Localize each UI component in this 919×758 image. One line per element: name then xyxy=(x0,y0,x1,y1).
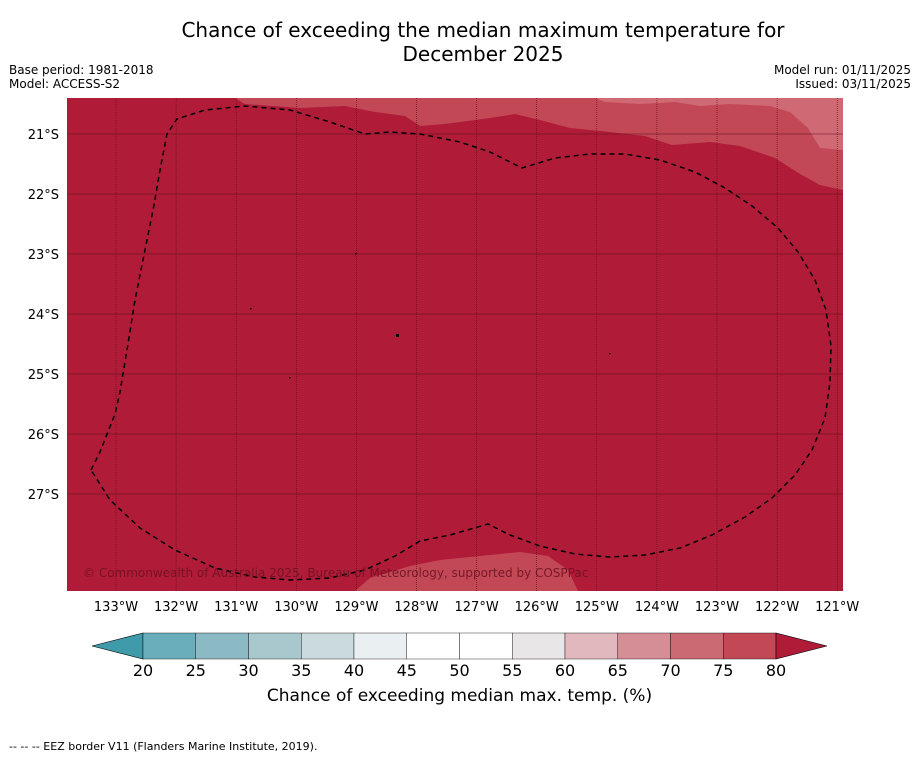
colorbar-segment xyxy=(723,632,777,660)
colorbar-tick-label: 40 xyxy=(344,661,364,680)
island-marker xyxy=(289,377,291,379)
probability-75-region-south xyxy=(355,552,578,591)
colorbar xyxy=(91,632,828,660)
longitude-label: 123°W xyxy=(695,600,739,615)
probability-75-region-north xyxy=(235,98,843,190)
longitude-label: 132°W xyxy=(154,600,198,615)
probability-70-region-north xyxy=(595,98,843,150)
colorbar-tick-label: 75 xyxy=(713,661,733,680)
chart-title: Chance of exceeding the median maximum t… xyxy=(0,18,919,66)
colorbar-segment xyxy=(301,632,355,660)
longitude-label: 133°W xyxy=(94,600,138,615)
latitude-label: 24°S xyxy=(28,308,59,323)
latitude-label: 22°S xyxy=(28,188,59,203)
eez-border xyxy=(90,105,832,581)
longitude-label: 129°W xyxy=(334,600,378,615)
longitude-label: 130°W xyxy=(274,600,318,615)
meta-left: Base period: 1981-2018 Model: ACCESS-S2 xyxy=(9,63,154,91)
longitude-label: 126°W xyxy=(515,600,559,615)
colorbar-title: Chance of exceeding median max. temp. (%… xyxy=(266,686,653,706)
colorbar-tick-label: 20 xyxy=(133,661,153,680)
model-run: Model run: 01/11/2025 xyxy=(773,63,911,77)
longitude-labels: 133°W 132°W 131°W 130°W 129°W 128°W 127°W 126°W… xyxy=(94,600,860,615)
colorbar-tick-label: 65 xyxy=(608,661,628,680)
colorbar-segment xyxy=(459,632,513,660)
map-area: © Commonwealth of Australia 2025, Bureau… xyxy=(67,98,843,591)
colorbar-tick-label: 45 xyxy=(397,661,417,680)
colorbar-tick-label: 80 xyxy=(766,661,786,680)
title-line-1: Chance of exceeding the median maximum t… xyxy=(181,18,785,42)
colorbar-tick-labels: 20 25 30 35 40 45 50 55 60 65 70 75 80 xyxy=(133,661,786,680)
colorbar-segment xyxy=(670,632,724,660)
colorbar-segment xyxy=(353,632,407,660)
colorbar-segment xyxy=(406,632,460,660)
longitude-label: 131°W xyxy=(214,600,258,615)
colorbar-tick-label: 30 xyxy=(238,661,258,680)
colorbar-tick-label: 60 xyxy=(555,661,575,680)
latitude-label: 25°S xyxy=(28,368,59,383)
colorbar-tick-label: 55 xyxy=(502,661,522,680)
island-marker xyxy=(250,308,252,310)
longitude-label: 124°W xyxy=(635,600,679,615)
colorbar-tick-label: 35 xyxy=(291,661,311,680)
graticule xyxy=(67,98,843,591)
title-line-2: December 2025 xyxy=(402,42,564,66)
meta-right: Model run: 01/11/2025 Issued: 03/11/2025 xyxy=(774,63,911,91)
island-markers xyxy=(250,253,611,379)
colorbar-arrow-low xyxy=(91,632,144,660)
colorbar-tick-label: 25 xyxy=(186,661,206,680)
longitude-label: 127°W xyxy=(455,600,499,615)
probability-80-plus-region xyxy=(67,98,843,591)
base-period: Base period: 1981-2018 xyxy=(9,63,154,77)
colorbar-segment xyxy=(564,632,618,660)
colorbar-tick-label: 70 xyxy=(660,661,680,680)
model-name: Model: ACCESS-S2 xyxy=(9,77,121,91)
map-figure: © Commonwealth of Australia 2025, Bureau… xyxy=(28,98,860,680)
eez-footnote: -- -- -- EEZ border V11 (Flanders Marine… xyxy=(9,740,318,753)
island-marker xyxy=(609,353,611,355)
latitude-labels: 21°S 22°S 23°S 24°S 25°S 26°S 27°S xyxy=(28,128,59,503)
issued-date: Issued: 03/11/2025 xyxy=(795,77,911,91)
longitude-label: 121°W xyxy=(815,600,859,615)
colorbar-segment xyxy=(512,632,566,660)
longitude-label: 122°W xyxy=(755,600,799,615)
colorbar-segment xyxy=(617,632,671,660)
longitude-label: 128°W xyxy=(394,600,438,615)
colorbar-arrow-high xyxy=(775,632,828,660)
latitude-label: 21°S xyxy=(28,128,59,143)
longitude-label: 125°W xyxy=(575,600,619,615)
colorbar-tick-label: 50 xyxy=(449,661,469,680)
latitude-label: 23°S xyxy=(28,248,59,263)
latitude-label: 26°S xyxy=(28,428,59,443)
latitude-label: 27°S xyxy=(28,488,59,503)
colorbar-segment xyxy=(142,632,196,660)
island-marker xyxy=(355,253,357,255)
island-marker xyxy=(396,334,399,337)
colorbar-segment xyxy=(195,632,249,660)
copyright-watermark: © Commonwealth of Australia 2025, Bureau… xyxy=(83,566,588,580)
colorbar-segment xyxy=(248,632,302,660)
